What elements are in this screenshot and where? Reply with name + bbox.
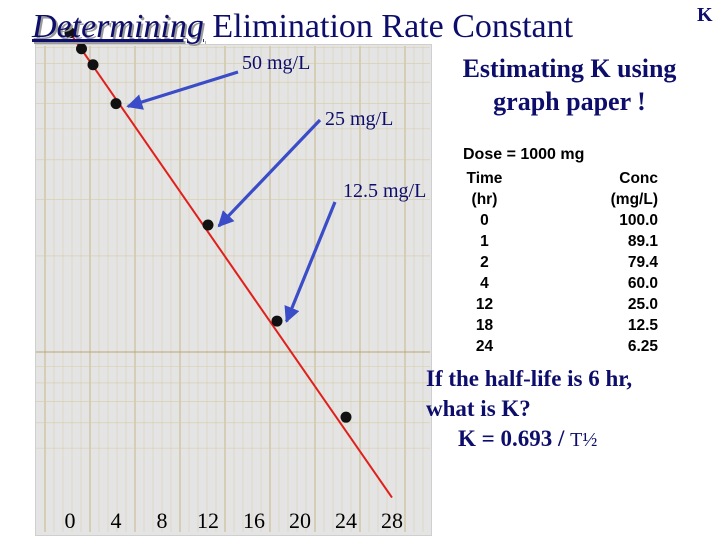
title-rest: Elimination Rate Constant — [203, 8, 574, 45]
table-row: 2 79.4 — [456, 252, 664, 273]
estimating-line-2: graph paper ! — [493, 87, 646, 116]
time-cell: 24 — [475, 337, 494, 355]
table-header-row-2: (hr) (mg/L) — [456, 189, 664, 210]
concentration-table: Time Conc (hr) (mg/L) 0 100.0 1 89.1 2 79.4… — [456, 168, 664, 357]
page-title: Determining Elimination Rate Constant — [32, 8, 573, 46]
conc-cell: 60.0 — [627, 274, 658, 292]
estimating-line-1: Estimating K using — [462, 54, 677, 83]
x-axis-ticks: 0 4 8 12 16 20 24 28 — [40, 508, 420, 536]
time-cell: 12 — [475, 295, 494, 313]
table-row: 0 100.0 — [456, 210, 664, 231]
data-point — [87, 59, 99, 71]
x-tick-label: 8 — [156, 508, 168, 533]
regression-line — [69, 32, 393, 499]
data-point — [202, 219, 214, 231]
table-row: 4 60.0 — [456, 273, 664, 294]
half-life-symbol: T½ — [570, 429, 598, 451]
corner-letter: K — [697, 4, 713, 26]
conc-cell: 79.4 — [627, 253, 658, 271]
conc-cell: 25.0 — [627, 295, 658, 313]
k-formula-text: K = 0.693 / — [458, 426, 571, 451]
arrow-to-50-mg-point — [126, 70, 239, 110]
arrow-to-25-mg-point — [217, 118, 322, 228]
table-row: 24 6.25 — [456, 336, 664, 357]
conc-cell: 12.5 — [627, 316, 658, 334]
x-tick-label: 4 — [110, 508, 122, 533]
table-row: 18 12.5 — [456, 315, 664, 336]
x-tick-label: 24 — [335, 508, 357, 533]
conc-cell: 89.1 — [627, 232, 658, 250]
arrow-to-12-5-mg-point — [284, 201, 337, 323]
x-tick-label: 28 — [381, 508, 403, 533]
table-row: 1 89.1 — [456, 231, 664, 252]
time-cell: 18 — [475, 316, 494, 334]
x-tick-label: 0 — [64, 508, 76, 533]
question-line-1: If the half-life is 6 hr, — [426, 366, 633, 391]
time-unit-header: (hr) — [471, 190, 498, 208]
label-50-mg-per-l: 50 mg/L — [242, 52, 311, 74]
data-point — [340, 411, 352, 423]
time-cell: 1 — [480, 232, 489, 250]
semilog-graph-paper — [35, 44, 432, 536]
time-cell: 2 — [480, 253, 489, 271]
conc-cell: 6.25 — [627, 337, 658, 355]
table-row: 12 25.0 — [456, 294, 664, 315]
estimating-heading: Estimating K using graph paper ! — [452, 52, 687, 118]
conc-unit-header: (mg/L) — [610, 190, 658, 208]
time-header: Time — [466, 169, 503, 187]
x-tick-label: 16 — [243, 508, 265, 533]
dose-label: Dose = 1000 mg — [463, 146, 585, 163]
conc-header: Conc — [619, 169, 658, 187]
label-12-5-mg-per-l: 12.5 mg/L — [343, 180, 427, 202]
x-tick-label: 20 — [289, 508, 311, 533]
half-life-question: If the half-life is 6 hr, what is K? K =… — [426, 364, 632, 455]
time-cell: 0 — [480, 211, 489, 229]
table-header-row-1: Time Conc — [456, 168, 664, 189]
data-point — [271, 315, 283, 327]
label-25-mg-per-l: 25 mg/L — [325, 108, 394, 130]
data-point — [110, 98, 122, 110]
time-cell: 4 — [480, 274, 489, 292]
title-italic-word: Determining — [32, 8, 204, 45]
x-tick-label: 12 — [197, 508, 219, 533]
conc-cell: 100.0 — [619, 211, 658, 229]
question-line-2: what is K? — [426, 396, 531, 421]
k-formula: K = 0.693 / T½ — [426, 424, 632, 455]
data-point — [76, 43, 87, 55]
data-point — [64, 27, 76, 39]
